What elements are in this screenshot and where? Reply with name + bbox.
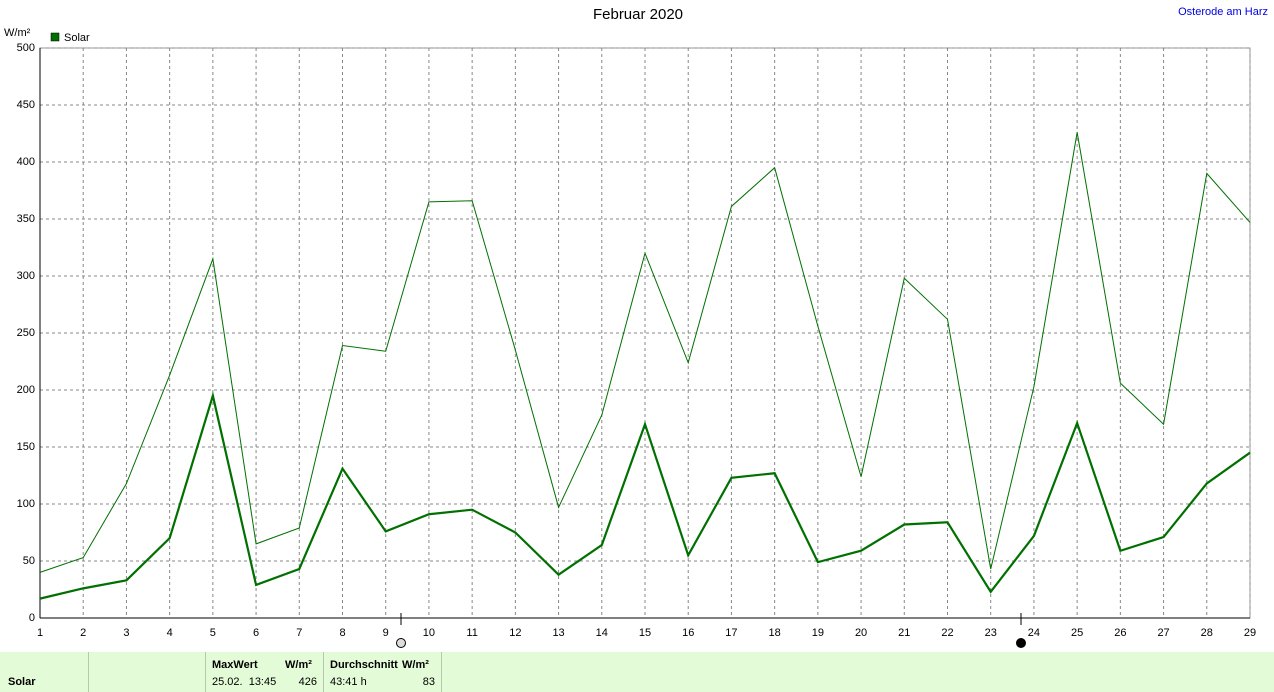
avg-value: 83 [422, 676, 435, 688]
max-unit: W/m² [285, 659, 312, 671]
legend-swatch [50, 32, 60, 42]
avg-time: 43:41 h [330, 676, 367, 688]
y-tick-label: 450 [17, 99, 35, 111]
y-tick-label: 200 [17, 384, 35, 396]
x-tick-label: 20 [855, 627, 867, 639]
line [39, 391, 1251, 600]
y-tick-label: 300 [17, 270, 35, 282]
chart-title: Februar 2020 [593, 6, 683, 23]
y-tick-label: 0 [29, 612, 35, 624]
x-tick-label: 14 [596, 627, 608, 639]
footer: Solar MaxWert W/m² 25.02. 13:45 426 Durc… [0, 652, 1274, 692]
y-tick-label: 50 [23, 555, 35, 567]
x-tick-label: 26 [1114, 627, 1126, 639]
x-tick-label: 13 [552, 627, 564, 639]
y-tick-label: 500 [17, 42, 35, 54]
line [39, 132, 1251, 573]
avg-unit: W/m² [402, 659, 429, 671]
full-moon [396, 638, 406, 648]
y-tick-label: 100 [17, 498, 35, 510]
y-axis-label: W/m² [4, 27, 31, 39]
x-tick-label: 10 [423, 627, 435, 639]
x-tick-label: 9 [383, 627, 389, 639]
location: Osterode am Harz [1178, 6, 1268, 18]
new-moon [1016, 638, 1026, 648]
legend-label: Solar [64, 32, 90, 44]
x-tick-label: 22 [941, 627, 953, 639]
x-tick-label: 7 [296, 627, 302, 639]
x-tick-label: 23 [985, 627, 997, 639]
y-tick-label: 150 [17, 441, 35, 453]
x-tick-label: 17 [725, 627, 737, 639]
separator [205, 652, 206, 692]
x-tick-label: 21 [898, 627, 910, 639]
y-tick-label: 400 [17, 156, 35, 168]
max-title: MaxWert [212, 659, 258, 671]
x-tick-label: 1 [37, 627, 43, 639]
separator [323, 652, 324, 692]
x-tick-label: 6 [253, 627, 259, 639]
separator [441, 652, 442, 692]
x-tick-label: 18 [769, 627, 781, 639]
max-value: 426 [298, 676, 317, 688]
x-tick-label: 5 [210, 627, 216, 639]
footer-label: Solar [8, 676, 36, 688]
y-tick-label: 350 [17, 213, 35, 225]
x-tick-label: 8 [339, 627, 345, 639]
x-tick-label: 11 [466, 627, 477, 639]
y-tick-label: 250 [17, 327, 35, 339]
x-tick-label: 24 [1028, 627, 1040, 639]
separator [88, 652, 89, 692]
x-tick-label: 28 [1201, 627, 1213, 639]
x-tick-label: 19 [812, 627, 824, 639]
x-tick-label: 4 [167, 627, 173, 639]
x-tick-label: 15 [639, 627, 651, 639]
chart: Februar 2020 Osterode am Harz W/m² Solar… [4, 6, 1268, 648]
x-tick-label: 25 [1071, 627, 1083, 639]
max-time: 25.02. 13:45 [212, 676, 277, 688]
x-tick-label: 2 [80, 627, 86, 639]
x-tick-label: 3 [123, 627, 129, 639]
x-tick-label: 12 [509, 627, 521, 639]
x-tick-label: 29 [1244, 627, 1256, 639]
avg-title: Durchschnitt [330, 659, 398, 671]
x-tick-label: 16 [682, 627, 694, 639]
x-tick-label: 27 [1157, 627, 1169, 639]
